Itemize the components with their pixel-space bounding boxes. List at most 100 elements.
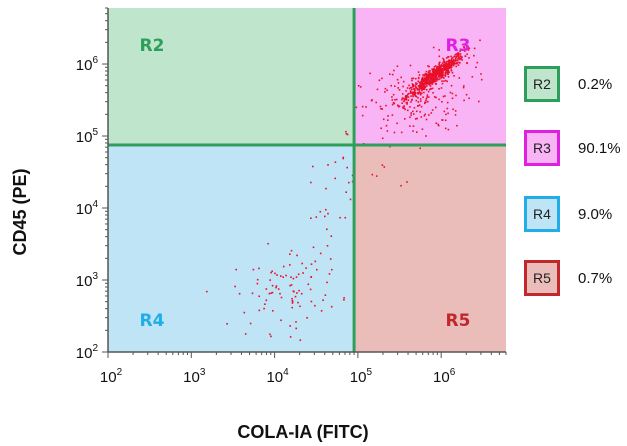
data-point: [428, 73, 431, 76]
data-point: [398, 105, 401, 108]
data-point: [451, 62, 453, 64]
data-point: [314, 304, 316, 307]
data-point: [434, 77, 437, 80]
data-point: [453, 63, 456, 65]
data-point: [414, 94, 417, 97]
data-point: [290, 249, 293, 252]
data-point: [289, 325, 291, 327]
data-point: [424, 82, 427, 84]
data-point: [430, 81, 432, 83]
data-point: [445, 68, 448, 71]
data-point: [442, 57, 444, 60]
data-point: [459, 58, 461, 61]
data-point: [431, 87, 434, 90]
data-point: [390, 84, 392, 87]
data-point: [423, 75, 426, 77]
y-tick-label: 106: [76, 55, 99, 74]
data-point: [441, 80, 443, 82]
data-point: [435, 74, 437, 77]
data-point: [295, 321, 297, 323]
legend-item-r2: R2 0.2%: [524, 66, 624, 106]
data-point: [424, 79, 426, 81]
data-point: [404, 108, 406, 111]
data-point: [417, 80, 420, 83]
data-point: [436, 70, 438, 72]
data-point: [429, 85, 432, 87]
data-point: [291, 298, 293, 300]
data-point: [451, 71, 454, 74]
data-point: [343, 299, 345, 301]
data-point: [455, 56, 457, 58]
data-point: [300, 292, 303, 295]
data-point: [425, 97, 428, 100]
data-point: [291, 302, 294, 304]
data-point: [382, 118, 385, 121]
data-point: [406, 181, 408, 183]
data-point: [446, 65, 448, 67]
data-point: [345, 130, 347, 133]
data-point: [412, 130, 414, 132]
data-point: [274, 272, 276, 275]
data-point: [452, 64, 455, 67]
data-point: [405, 97, 408, 100]
data-point: [396, 122, 398, 125]
data-point: [422, 85, 425, 88]
data-point: [296, 292, 298, 294]
data-point: [419, 147, 421, 150]
data-point: [478, 100, 480, 103]
data-point: [441, 76, 444, 79]
data-point: [443, 77, 445, 79]
data-point: [430, 88, 432, 90]
data-point: [348, 181, 350, 184]
data-point: [409, 86, 412, 89]
data-point: [342, 157, 344, 160]
data-point: [426, 78, 428, 80]
data-point: [423, 88, 426, 90]
x-tick-label: 104: [266, 367, 289, 386]
data-point: [447, 65, 449, 67]
data-point: [455, 58, 457, 61]
data-point: [441, 65, 444, 67]
data-point: [441, 72, 443, 74]
data-point: [462, 86, 465, 89]
data-point: [410, 112, 412, 114]
y-tick-label: 102: [76, 343, 99, 362]
data-point: [421, 76, 424, 79]
data-point: [331, 268, 333, 271]
data-point: [452, 108, 454, 111]
data-point: [414, 94, 416, 96]
region-r5: [354, 145, 506, 352]
data-point: [475, 66, 477, 69]
data-point: [420, 87, 422, 90]
data-point: [449, 60, 451, 63]
region-r4: [108, 145, 355, 352]
data-point: [426, 79, 429, 82]
data-point: [459, 50, 461, 52]
data-point: [295, 327, 297, 330]
data-point: [415, 110, 418, 113]
data-point: [425, 74, 428, 77]
data-point: [432, 69, 434, 71]
data-point: [429, 72, 431, 74]
data-point: [383, 166, 386, 168]
data-point: [440, 66, 442, 68]
data-point: [458, 53, 460, 56]
data-point: [416, 89, 419, 91]
data-point: [256, 282, 259, 285]
data-point: [244, 333, 247, 335]
data-point: [416, 88, 419, 90]
data-point: [435, 96, 437, 99]
data-point: [448, 59, 450, 62]
data-point: [471, 76, 474, 78]
data-point: [386, 89, 388, 92]
data-point: [444, 79, 447, 82]
data-point: [433, 80, 435, 83]
data-point: [297, 301, 299, 304]
data-point: [432, 46, 435, 49]
data-point: [444, 119, 447, 122]
data-point: [431, 72, 433, 75]
data-point: [427, 90, 430, 93]
data-point: [275, 286, 277, 289]
data-point: [450, 84, 453, 87]
data-point: [381, 77, 383, 80]
